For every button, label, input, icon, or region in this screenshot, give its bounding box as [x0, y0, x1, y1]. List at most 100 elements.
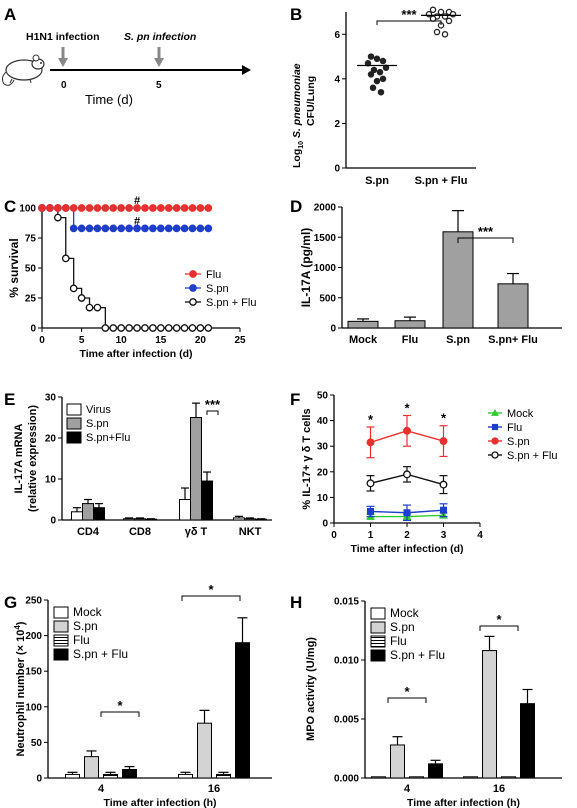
panel-c-legend-marker	[189, 270, 197, 278]
panel-d-bar	[497, 283, 529, 329]
panel-e-xtick-label: γδ T	[185, 526, 208, 538]
panel-d-significance-label: ***	[478, 224, 494, 239]
panel-g-ytick-label: 50	[31, 738, 43, 749]
panel-e-bar	[190, 417, 202, 521]
panel-f-legend-label: S.pn + Flu	[507, 450, 557, 462]
panel-b-data-point	[367, 53, 375, 60]
panel-c-data-point	[117, 204, 126, 212]
panel-c-data-point	[101, 204, 110, 212]
panel-e-ytick-label: 0	[50, 516, 56, 527]
panel-d-xtick-label: S.pn+ Flu	[488, 334, 538, 346]
panel-e-significance-bracket	[206, 410, 219, 415]
panel-b-ylabel: Log10 S. pneumoniae	[291, 63, 305, 168]
panel-g-ytick-label: 0	[36, 774, 42, 785]
panel-c-data-point	[196, 224, 205, 233]
panel-c-xlabel: Time after infection (d)	[80, 348, 193, 360]
panel-g-legend-swatch	[53, 648, 69, 661]
panel-b-data-point	[433, 28, 441, 36]
panel-b-scatter: Log10 S. pneumoniae CFU/Lung 0 2 4 6 S.pn S.p…	[291, 6, 476, 187]
mouse-icon	[1, 54, 45, 86]
panel-g-ylabel: Neutrophil number (× 104)	[13, 621, 27, 756]
panel-c-data-point	[117, 224, 126, 233]
panel-e-bar	[179, 499, 191, 521]
panel-d-ytick-label: 2000	[314, 203, 337, 214]
panel-c-survival-chart: 0 25 50 75 100 0 5 10 15 20 25 Time after infection…	[7, 195, 256, 360]
panel-h-bar	[520, 703, 535, 779]
panel-f-annotation: *	[368, 412, 374, 427]
panel-label-g: G	[4, 593, 17, 612]
panel-h-xtick-label: 16	[493, 783, 505, 795]
panel-c-data-point	[188, 224, 197, 233]
panel-c-data-point	[196, 204, 205, 212]
panel-b-xtick-label: S.pn + Flu	[415, 175, 468, 187]
panel-b-ytick-label: 4	[334, 74, 340, 85]
panel-f-data-point	[403, 470, 411, 479]
panel-c-data-point	[93, 224, 102, 233]
panel-d-ytick-label: 0	[330, 324, 336, 335]
panel-b-data-point	[441, 13, 449, 20]
panel-c-xtick-label: 25	[234, 335, 246, 346]
panel-b-data-point	[367, 71, 375, 78]
panel-f-ytick-label: 10	[317, 493, 329, 504]
panel-c-data-point	[149, 324, 157, 332]
panel-d-xtick-label: Flu	[402, 334, 419, 346]
panel-f-data-point	[366, 438, 375, 447]
panel-d-bar	[442, 231, 474, 329]
panel-g-xtick-label: 16	[208, 783, 220, 795]
panel-f-ytick-label: 40	[317, 416, 329, 427]
panel-c-ytick-label: 25	[25, 294, 37, 305]
event-arrow-h1n1	[58, 47, 68, 67]
panel-c-data-point	[101, 324, 110, 332]
panel-g-bar	[122, 768, 137, 779]
panel-g-ytick-label: 250	[25, 596, 42, 607]
panel-c-data-point	[172, 224, 181, 233]
panel-h-bar	[390, 744, 405, 779]
panel-g-bar	[103, 773, 118, 779]
panel-f-data-point	[439, 437, 448, 446]
panel-c-legend-marker	[189, 284, 197, 292]
panel-g-legend-label: S.pn + Flu	[73, 647, 128, 661]
panel-e-bar	[233, 517, 245, 521]
panel-e-legend-label: S.pn	[86, 418, 109, 430]
panel-c-data-point	[164, 324, 173, 332]
panel-h-ytick-label: 0.005	[334, 715, 359, 726]
panel-f-xtick-label: 1	[368, 530, 374, 541]
panel-b-data-point	[437, 8, 445, 16]
panel-c-xtick-label: 10	[116, 335, 128, 346]
panel-c-xtick-label: 20	[195, 335, 207, 346]
panel-c-data-point	[141, 204, 149, 212]
panel-f-data-point	[367, 507, 374, 515]
panel-c-annotation: #	[134, 195, 140, 207]
panel-c-legend-label: Flu	[206, 269, 221, 281]
panel-h-significance-label: *	[496, 612, 502, 627]
panel-e-xtick-label: NKT	[239, 526, 262, 538]
panel-c-data-point	[164, 204, 173, 212]
panel-f-legend-marker	[491, 451, 499, 459]
panel-b-data-point	[373, 55, 381, 63]
panel-c-data-point	[172, 324, 181, 332]
panel-c-data-point	[85, 224, 94, 233]
panel-c-data-point	[69, 224, 78, 233]
panel-b-data-point	[379, 57, 387, 65]
panel-e-legend-swatch	[66, 417, 82, 430]
panel-g-bar	[178, 773, 193, 779]
panel-c-ytick-label: 75	[25, 234, 37, 245]
panel-b-data-point	[373, 77, 381, 85]
panel-d-ytick-label: 1500	[314, 233, 337, 244]
panel-f-line-chart: 0 10 20 30 40 50 0 1 2 3 4 Time after infection (d)…	[301, 391, 557, 556]
panel-c-data-point	[109, 204, 118, 212]
panel-f-ytick-label: 20	[317, 467, 329, 478]
panel-c-data-point	[204, 324, 213, 332]
panel-f-ylabel: % IL-17+ γ δ T cells	[301, 408, 313, 509]
panel-c-data-point	[172, 204, 181, 212]
panel-g-legend-label: Mock	[73, 605, 103, 619]
panel-c-data-point	[156, 324, 165, 332]
panel-c-data-point	[164, 224, 173, 233]
panel-c-annotation: #	[134, 215, 140, 227]
panel-c-data-point	[156, 204, 165, 212]
panel-c-legend-label: S.pn + Flu	[206, 297, 256, 309]
panel-e-significance-label: ***	[205, 397, 221, 412]
panel-e-bar	[145, 518, 157, 521]
panel-c-ylabel: % survival	[7, 238, 21, 297]
panel-c-data-point	[133, 204, 141, 212]
